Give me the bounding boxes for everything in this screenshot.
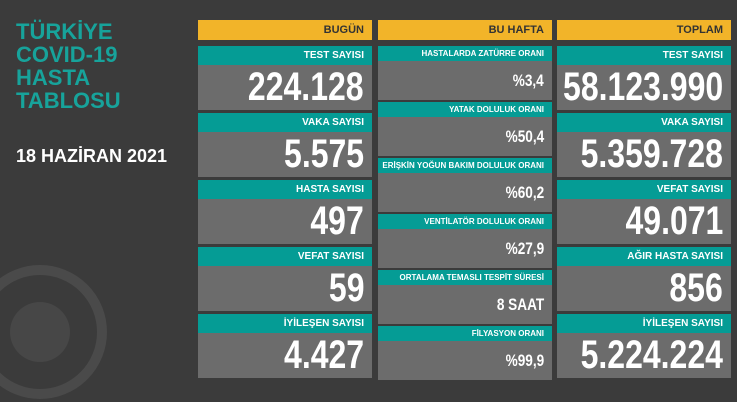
cell-value: %3,4 (513, 71, 544, 90)
column-header: TOPLAM (557, 20, 731, 40)
title-line: TABLOSU (16, 88, 121, 113)
cell-value-box: %3,4 (378, 61, 552, 100)
cell-label: İYİLEŞEN SAYISI (557, 314, 731, 333)
cell-value-box: 8 SAAT (378, 285, 552, 324)
title-line: COVID-19 (16, 42, 118, 67)
title-line: TÜRKİYE (16, 19, 113, 44)
cell-label: TEST SAYISI (557, 46, 731, 65)
cell-value: %60,2 (505, 183, 544, 202)
cell-value-box: 59 (198, 266, 372, 311)
cell-label: YATAK DOLULUK ORANI (378, 102, 552, 117)
cell-value-box: %50,4 (378, 117, 552, 156)
cell-value-box: 497 (198, 199, 372, 244)
cell-value: 5.224.224 (580, 333, 723, 377)
cell-value: 497 (310, 199, 364, 243)
title-line: HASTA (16, 65, 91, 90)
cell-label: VEFAT SAYISI (557, 180, 731, 199)
cell-value: 4.427 (283, 333, 364, 377)
cell-label: VENTİLATÖR DOLULUK ORANI (378, 214, 552, 229)
cell-value-box: 58.123.990 (557, 65, 731, 110)
cell-value-box: %99,9 (378, 341, 552, 380)
date: 18 HAZİRAN 2021 (16, 146, 168, 166)
cell-label: HASTA SAYISI (198, 180, 372, 199)
cell-value: 5.575 (283, 132, 364, 176)
cell-value: 49.071 (625, 199, 723, 243)
cell-label: VAKA SAYISI (557, 113, 731, 132)
cell-label: ERİŞKİN YOĞUN BAKIM DOLULUK ORANI (378, 158, 552, 173)
cell-value-box: 5.359.728 (557, 132, 731, 177)
cell-value-box: %60,2 (378, 173, 552, 212)
cell-label: VEFAT SAYISI (198, 247, 372, 266)
cell-value: %50,4 (505, 127, 544, 146)
cell-value-box: 5.575 (198, 132, 372, 177)
logo (0, 265, 107, 399)
cell-value: 5.359.728 (580, 132, 723, 176)
column-header: BU HAFTA (378, 20, 552, 40)
cell-label: FİLYASYON ORANI (378, 326, 552, 341)
cell-value-box: 4.427 (198, 333, 372, 378)
cell-label: VAKA SAYISI (198, 113, 372, 132)
cell-label: HASTALARDA ZATÜRRE ORANI (378, 46, 552, 61)
cell-value: 8 SAAT (496, 295, 544, 314)
cell-label: AĞIR HASTA SAYISI (557, 247, 731, 266)
cell-value: 856 (669, 266, 723, 310)
cell-label: İYİLEŞEN SAYISI (198, 314, 372, 333)
cell-value-box: %27,9 (378, 229, 552, 268)
cell-value-box: 224.128 (198, 65, 372, 110)
cell-label: ORTALAMA TEMASLI TESPİT SÜRESİ (378, 270, 552, 285)
cell-value: 224.128 (248, 65, 364, 109)
cell-value: %99,9 (505, 351, 544, 370)
column-header: BUGÜN (198, 20, 372, 40)
cell-value: 59 (328, 266, 364, 310)
title: TÜRKİYE COVID-19 HASTA TABLOSU (16, 20, 121, 112)
cell-value-box: 49.071 (557, 199, 731, 244)
cell-label: TEST SAYISI (198, 46, 372, 65)
cell-value-box: 856 (557, 266, 731, 311)
cell-value: %27,9 (505, 239, 544, 258)
cell-value: 58.123.990 (562, 65, 723, 109)
cell-value-box: 5.224.224 (557, 333, 731, 378)
